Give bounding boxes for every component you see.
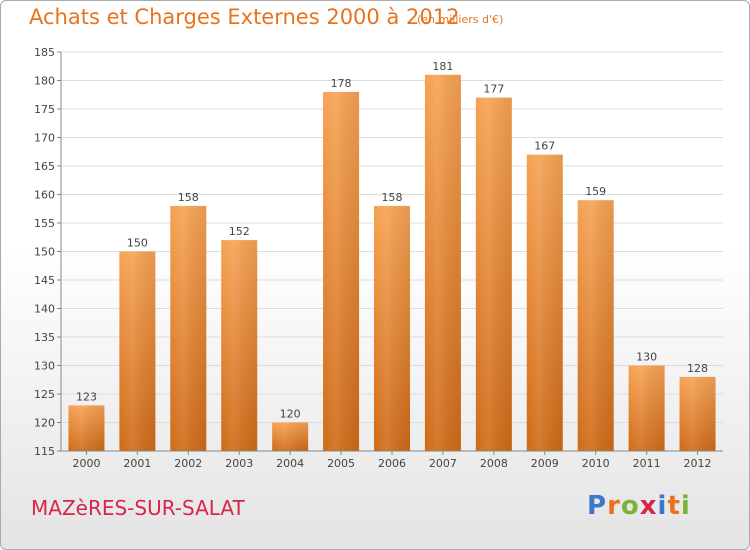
bar-value-label: 120 bbox=[280, 408, 301, 421]
logo-letter: o bbox=[620, 491, 640, 521]
bar-value-label: 167 bbox=[534, 140, 555, 153]
bars: 123 150 158 152 120 178 158 181 177 167 159 130 128 bbox=[68, 60, 716, 452]
x-tick-label: 2008 bbox=[480, 457, 508, 470]
y-tick-label: 135 bbox=[34, 331, 55, 344]
x-tick-label: 2000 bbox=[72, 457, 100, 470]
x-tick-label: 2010 bbox=[582, 457, 610, 470]
bar-value-label: 158 bbox=[382, 191, 403, 204]
y-tick-label: 130 bbox=[34, 360, 55, 373]
logo-letter: P bbox=[587, 491, 608, 521]
proxiti-logo[interactable]: Proxiti bbox=[587, 491, 691, 521]
y-tick-label: 170 bbox=[34, 132, 55, 145]
x-tick-label: 2006 bbox=[378, 457, 406, 470]
x-tick-label: 2011 bbox=[633, 457, 661, 470]
chart-title: Achats et Charges Externes 2000 à 2012 bbox=[29, 5, 460, 29]
bar-value-label: 152 bbox=[229, 225, 250, 238]
bar-shade bbox=[68, 405, 105, 451]
bar-shade bbox=[475, 97, 512, 451]
logo-letter: r bbox=[607, 491, 621, 521]
bar-shade bbox=[323, 91, 360, 452]
y-tick-label: 180 bbox=[34, 75, 55, 88]
x-axis: 2000 2001 2002 2003 2004 2005 2006 2007 2008 2009… bbox=[61, 450, 723, 470]
bar-shade bbox=[374, 205, 410, 451]
bar-shade bbox=[526, 154, 563, 451]
bar-value-label: 178 bbox=[331, 77, 352, 90]
bar-shade bbox=[272, 422, 309, 451]
x-tick-label: 2012 bbox=[684, 457, 712, 470]
bar-value-label: 159 bbox=[585, 185, 606, 198]
bar-shade bbox=[628, 365, 665, 451]
y-tick-label: 155 bbox=[34, 217, 55, 230]
bar-value-label: 158 bbox=[178, 191, 199, 204]
y-tick-label: 160 bbox=[34, 189, 55, 202]
bar-value-label: 128 bbox=[687, 362, 708, 375]
x-tick-label: 2007 bbox=[429, 457, 457, 470]
bar-shade bbox=[119, 251, 156, 451]
y-tick-label: 140 bbox=[34, 303, 55, 316]
y-tick-label: 150 bbox=[34, 246, 55, 259]
x-tick-label: 2005 bbox=[327, 457, 355, 470]
bar-shade bbox=[424, 74, 461, 452]
bar-shade bbox=[679, 376, 716, 451]
y-tick-label: 115 bbox=[34, 445, 55, 458]
y-tick-label: 125 bbox=[34, 388, 55, 401]
y-tick-label: 165 bbox=[34, 160, 55, 173]
bar-value-label: 150 bbox=[127, 237, 148, 250]
bar-shade bbox=[221, 240, 258, 451]
logo-letter: t bbox=[667, 491, 681, 521]
bar-value-label: 177 bbox=[483, 83, 504, 96]
x-tick-label: 2001 bbox=[123, 457, 151, 470]
x-tick-label: 2009 bbox=[531, 457, 559, 470]
logo-letter: i bbox=[680, 491, 691, 521]
x-tick-label: 2004 bbox=[276, 457, 304, 470]
bar-value-label: 123 bbox=[76, 390, 97, 403]
y-axis: 115 120 125 130 135 140 145 150 155 160 165 170 175 1… bbox=[34, 46, 62, 458]
bar-shade bbox=[577, 200, 614, 451]
y-tick-label: 145 bbox=[34, 274, 55, 287]
y-tick-label: 185 bbox=[34, 46, 55, 59]
logo-letter: x bbox=[639, 491, 658, 521]
chart-subtitle: (en milliers d'€) bbox=[417, 13, 504, 26]
bar-value-label: 181 bbox=[432, 60, 453, 73]
x-tick-label: 2002 bbox=[174, 457, 202, 470]
y-tick-label: 175 bbox=[34, 103, 55, 116]
bar-value-label: 130 bbox=[636, 351, 657, 364]
x-tick-label: 2003 bbox=[225, 457, 253, 470]
city-name: MAZèRES-SUR-SALAT bbox=[31, 496, 245, 520]
y-tick-label: 120 bbox=[34, 417, 55, 430]
bar-shade bbox=[170, 205, 207, 451]
logo-letter: i bbox=[657, 491, 668, 521]
